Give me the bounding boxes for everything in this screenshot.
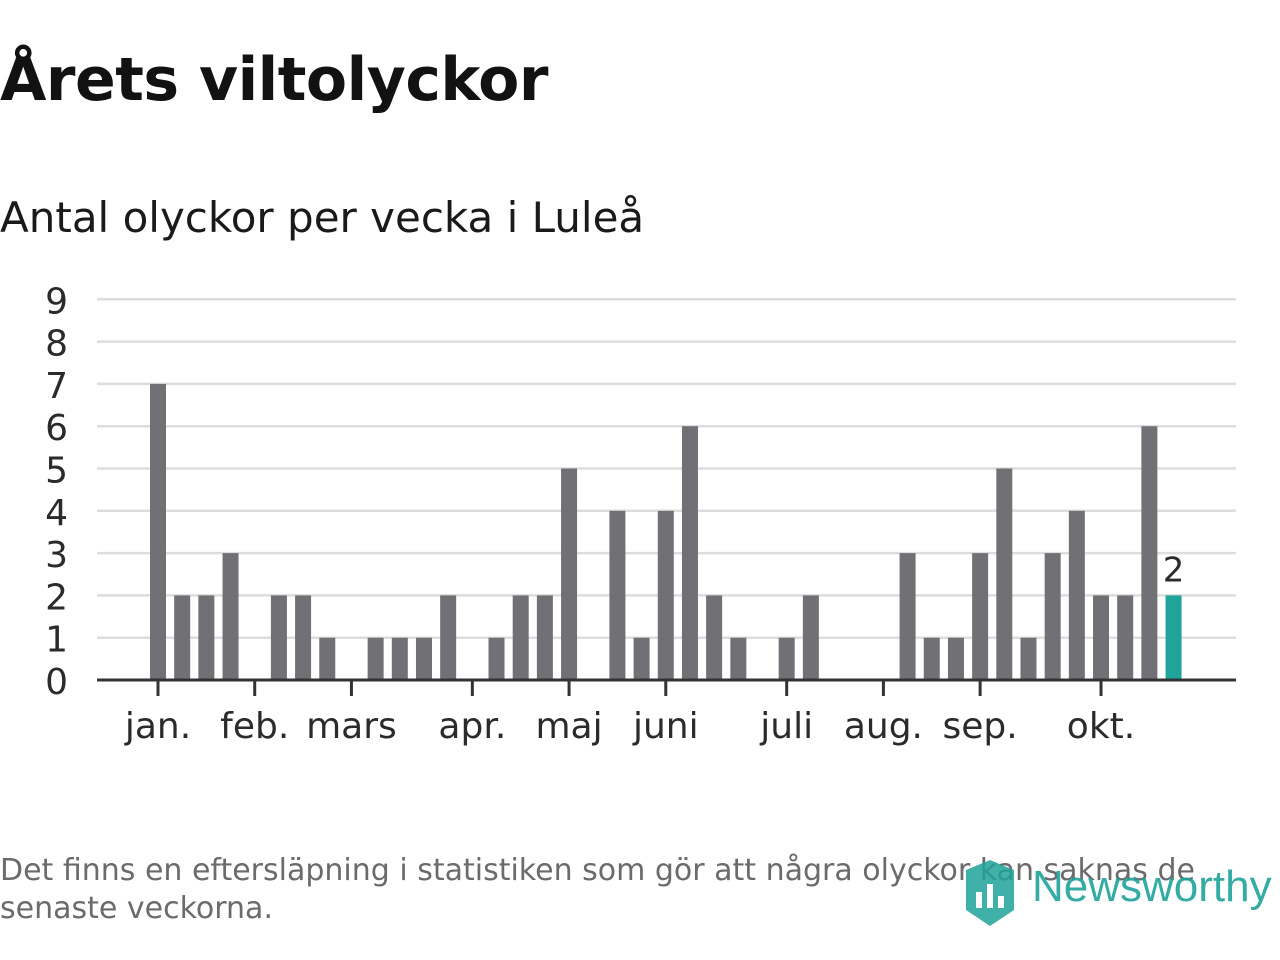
x-tick-label: maj — [535, 706, 602, 747]
y-tick-label: 5 — [45, 451, 68, 492]
y-tick-label: 1 — [45, 620, 68, 661]
bar — [657, 510, 674, 680]
x-tick-label: sep. — [943, 706, 1018, 747]
y-tick-label: 2 — [45, 577, 68, 618]
chart-title: Årets viltolyckor — [0, 45, 549, 115]
bar — [633, 637, 650, 680]
y-tick-label: 7 — [45, 366, 68, 407]
brand-name: Newsworthy — [1032, 862, 1272, 911]
x-tick-label: okt. — [1067, 706, 1135, 747]
bar — [609, 510, 626, 680]
highlight-bar — [1165, 595, 1182, 680]
bar — [488, 637, 505, 680]
bar — [391, 637, 408, 680]
bar — [367, 637, 384, 680]
bars: 2 — [150, 383, 1185, 680]
bar — [1044, 553, 1061, 680]
x-tick-label: apr. — [438, 706, 506, 747]
bar — [899, 553, 916, 680]
bar — [319, 637, 336, 680]
bar — [778, 637, 795, 680]
x-tick-label: jan. — [124, 706, 191, 747]
bar — [174, 595, 191, 680]
newsworthy-logo-icon — [966, 860, 1014, 926]
x-tick-label: feb. — [220, 706, 289, 747]
y-tick-label: 3 — [45, 535, 68, 576]
y-tick-label: 4 — [45, 493, 68, 534]
highlight-label: 2 — [1163, 550, 1185, 590]
bar — [561, 468, 578, 680]
bar — [730, 637, 747, 680]
bar — [295, 595, 312, 680]
bar — [996, 468, 1013, 680]
x-tick-label: mars — [306, 706, 397, 747]
bar — [1141, 426, 1158, 680]
bar — [415, 637, 432, 680]
bar — [706, 595, 723, 680]
bar — [972, 553, 989, 680]
bar — [198, 595, 215, 680]
bar — [1068, 510, 1085, 680]
y-tick-label: 9 — [45, 281, 68, 322]
x-tick-label: juni — [632, 706, 699, 747]
y-tick-label: 6 — [45, 408, 68, 449]
bar — [150, 383, 166, 680]
bar — [1020, 637, 1037, 680]
y-tick-label: 0 — [45, 662, 68, 703]
x-axis-ticks: jan. feb. mars apr. maj juni juli aug. sep. okt. — [124, 680, 1135, 747]
bar — [222, 553, 239, 680]
bar — [512, 595, 529, 680]
x-tick-label: aug. — [844, 706, 923, 747]
bar — [536, 595, 553, 680]
x-tick-label: juli — [759, 706, 813, 747]
bar — [1093, 595, 1110, 680]
brand-logo[interactable]: Newsworthy — [962, 858, 1280, 928]
bar — [440, 595, 457, 680]
chart-subtitle: Antal olyckor per vecka i Luleå — [0, 193, 645, 242]
bar — [947, 637, 964, 680]
y-tick-label: 8 — [45, 324, 68, 365]
bar — [802, 595, 819, 680]
bar — [270, 595, 287, 680]
bar — [923, 637, 940, 680]
bar — [681, 426, 698, 680]
bar — [1117, 595, 1134, 680]
